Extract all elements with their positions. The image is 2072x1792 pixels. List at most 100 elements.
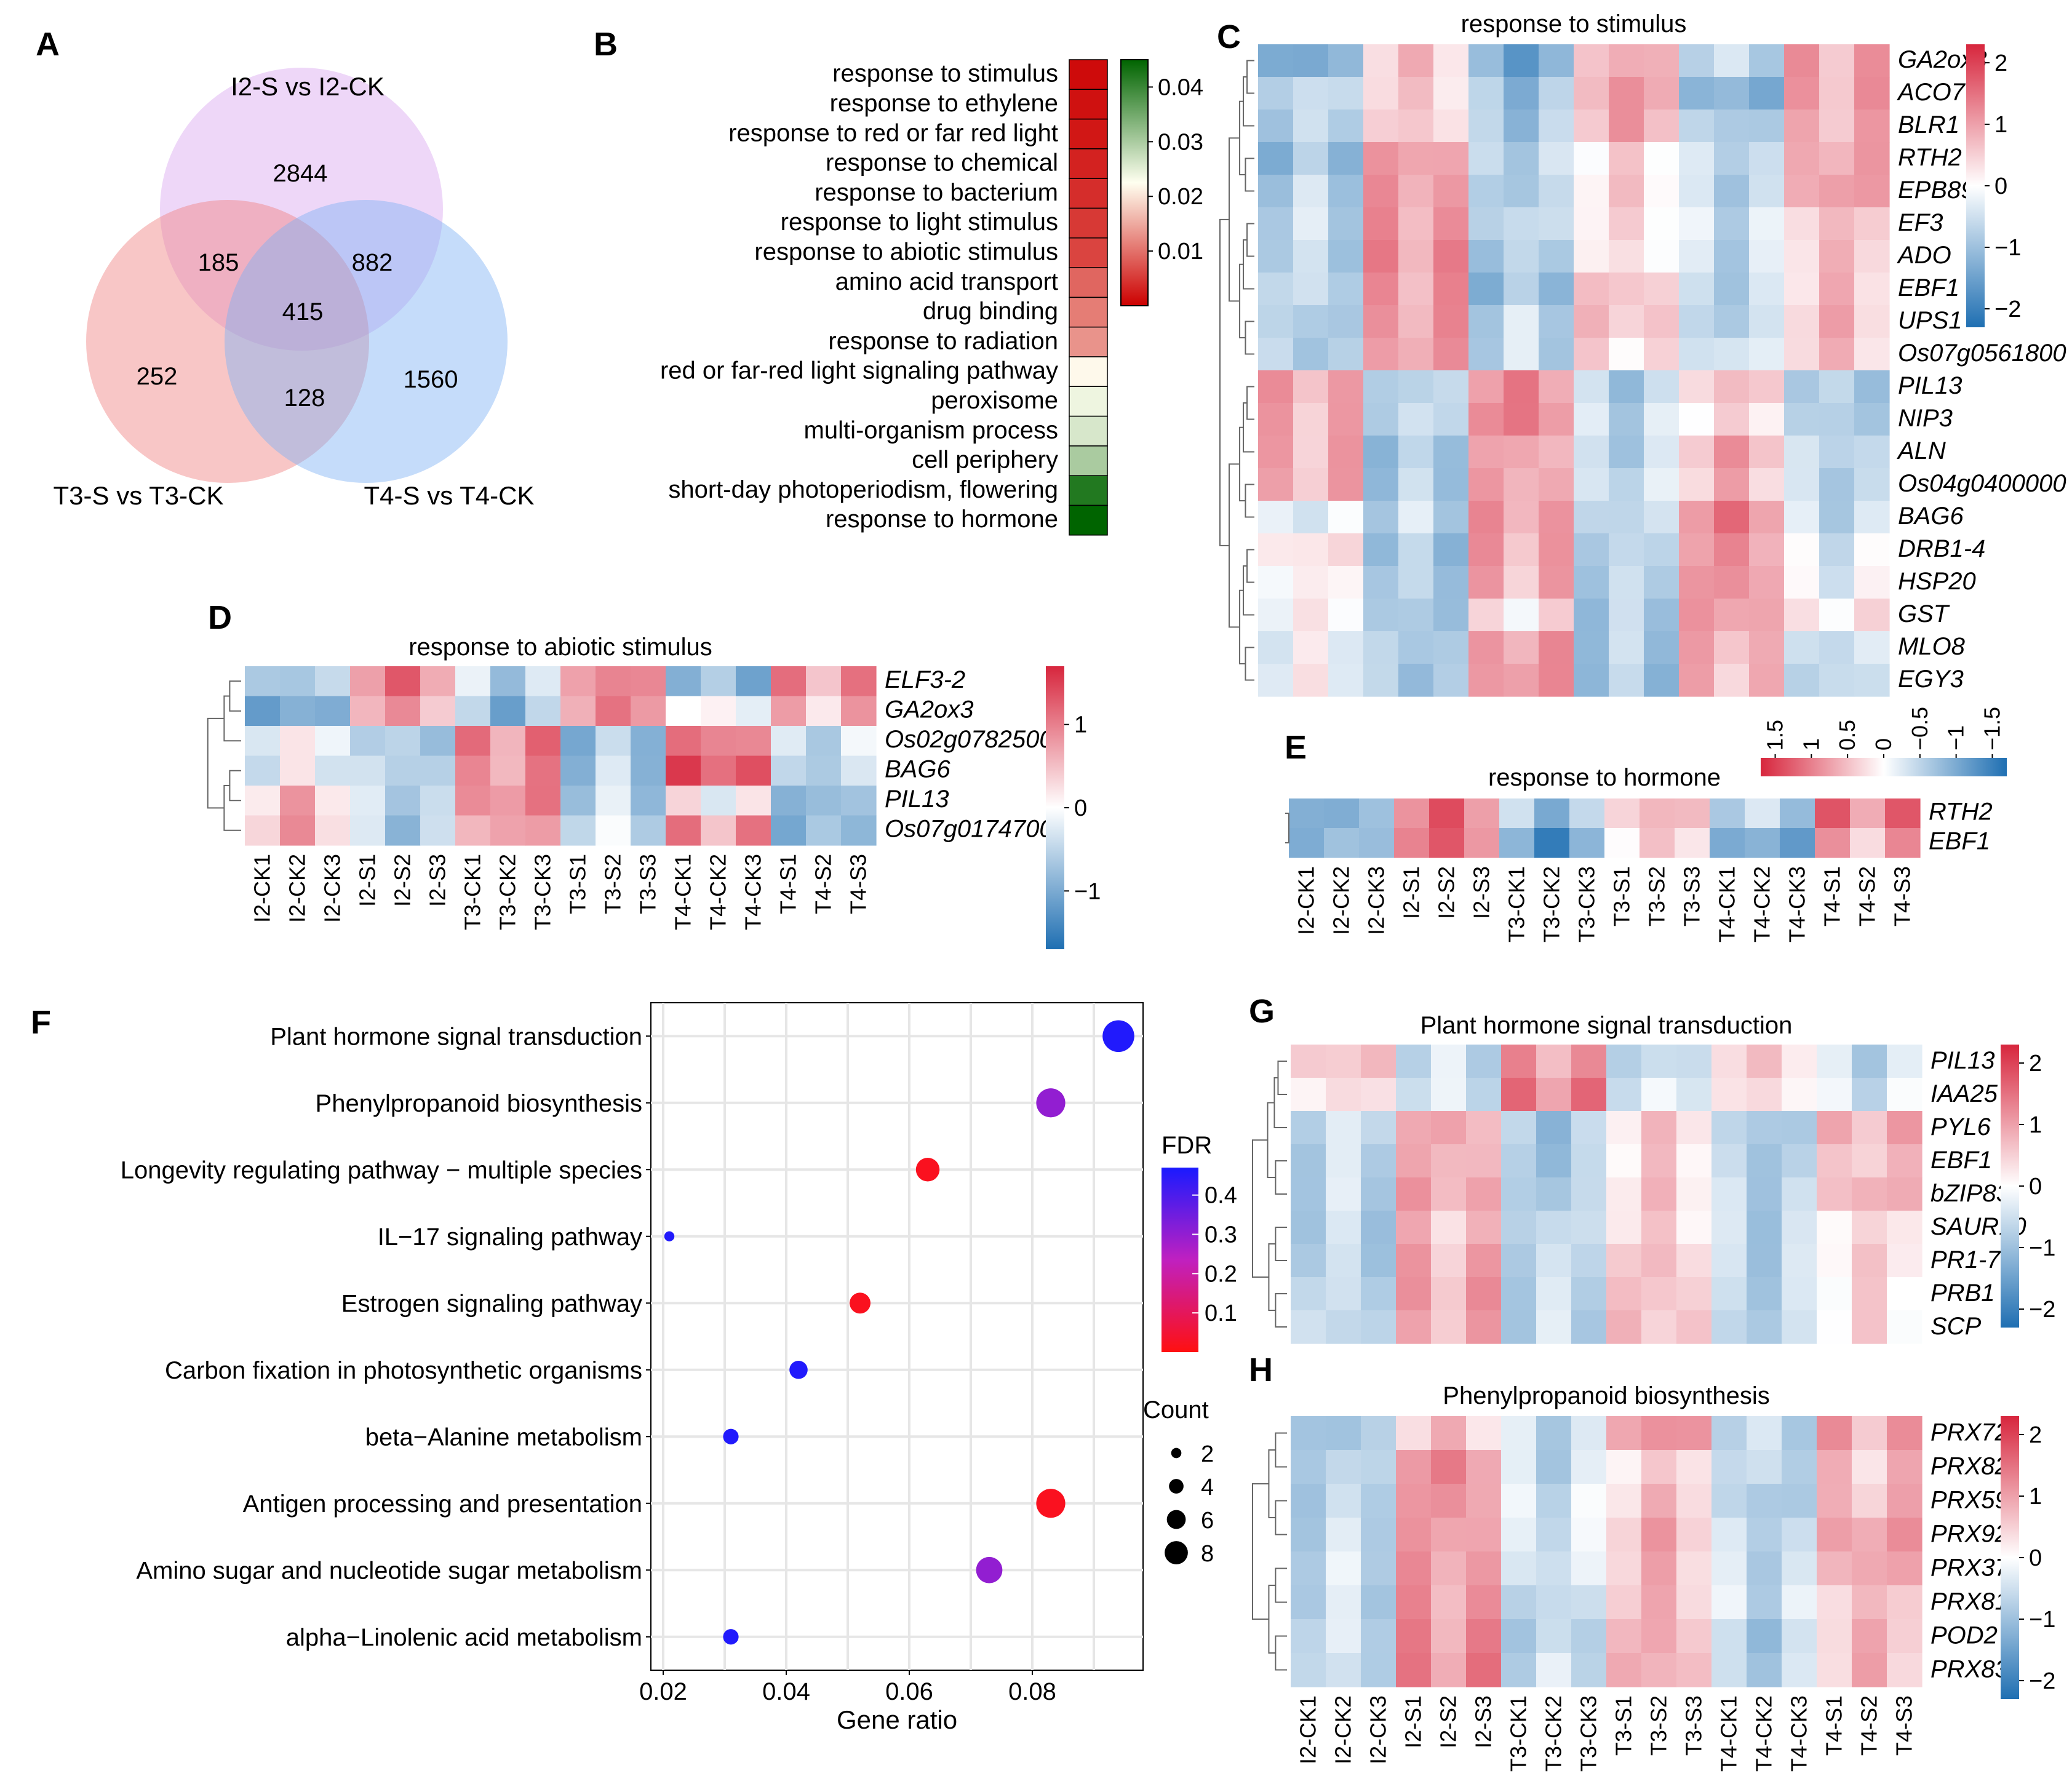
heatmap-cell [1328, 468, 1364, 501]
heatmap-cell [1504, 305, 1539, 338]
heatmap-row-label: PIL13 [1931, 1047, 1995, 1074]
heatmap-cell [1468, 664, 1504, 697]
heatmap-cell [1396, 1518, 1432, 1552]
heatmap-cell [1289, 798, 1325, 829]
heatmap-cell [1398, 175, 1434, 208]
heatmap-cell [1326, 1277, 1361, 1311]
heatmap-cell [1433, 110, 1469, 143]
heatmap-cell [1817, 1310, 1852, 1344]
heatmap-cell [736, 786, 771, 816]
heatmap-cell [1431, 1585, 1467, 1620]
heatmap-cell [1852, 1416, 1887, 1451]
dendrogram-branch [1243, 76, 1254, 127]
heatmap-cell [1468, 338, 1504, 371]
heatmap-cell [1854, 240, 1890, 273]
heatmap-cell [1784, 207, 1820, 241]
row-dendrogram [1252, 1432, 1287, 1671]
heatmap-cell [1396, 1277, 1432, 1311]
heatmap-cell [1293, 77, 1329, 110]
heatmap-column-label: T3-CK2 [495, 854, 520, 930]
panel-letter-f: F [31, 1004, 51, 1041]
heatmap-cell [1534, 798, 1570, 829]
heatmap-cell [1887, 1450, 1923, 1484]
pathway-label: Estrogen signaling pathway [341, 1290, 642, 1317]
heatmap-cell [1328, 305, 1364, 338]
heatmap-cell [1852, 1111, 1887, 1145]
heatmap-cell [1328, 273, 1364, 306]
heatmap-cell [1396, 1484, 1432, 1518]
heatmap-column-label: T3-S3 [1680, 866, 1705, 926]
heatmap-cell [245, 726, 281, 757]
heatmap-cell [1679, 207, 1715, 241]
heatmap-cell [1291, 1177, 1326, 1211]
heatmap-cell [1780, 828, 1815, 858]
heatmap-cell [525, 726, 561, 757]
heatmap-cell [1536, 1619, 1572, 1654]
heatmap-column-label: I2-CK2 [285, 854, 310, 923]
heatmap-row-label: Os04g0400000 [1898, 470, 2066, 497]
heatmap-cell [1676, 1619, 1712, 1654]
heatmap-cell [1679, 436, 1715, 469]
heatmap-cell [1501, 1653, 1537, 1687]
heatmap-cell [1675, 828, 1710, 858]
heatmap-cell [1396, 1211, 1432, 1244]
heatmap-cell [1854, 44, 1890, 78]
fdr-legend-title: FDR [1162, 1132, 1212, 1159]
heatmap-cell [1710, 798, 1745, 829]
heatmap-cell [1571, 1111, 1607, 1145]
heatmap-cell [1714, 403, 1750, 436]
heatmap-cell [1714, 44, 1750, 78]
panel-d-heatmap: response to abiotic stimulus ELF3-2 GA2ox3… [207, 634, 1101, 949]
heatmap-cell [1606, 1551, 1642, 1586]
heatmap-cell [1293, 468, 1329, 501]
heatmap-cell [1784, 533, 1820, 567]
heatmap-cell [1433, 305, 1469, 338]
count-legend-title: Count [1143, 1396, 1209, 1424]
heatmap-cell [1293, 305, 1329, 338]
heatmap-cell [1258, 664, 1294, 697]
heatmap-cell [1571, 1518, 1607, 1552]
go-term-label: response to bacterium [815, 179, 1058, 206]
heatmap-cell [1398, 305, 1434, 338]
go-term-label: peroxisome [931, 387, 1058, 414]
heatmap-cell [1468, 44, 1504, 78]
venn-count-i2-t3: 185 [198, 249, 239, 276]
count-legend-dot [1169, 1479, 1184, 1494]
heatmap-cell [1854, 370, 1890, 404]
pathway-dot [1102, 1020, 1134, 1053]
heatmap-cell [1398, 370, 1434, 404]
heatmap-cell [1714, 501, 1750, 534]
heatmap-cell [1326, 1144, 1361, 1178]
heatmap-cell [1606, 1111, 1642, 1145]
heatmap-cell [1850, 798, 1886, 829]
heatmap-cell [1747, 1619, 1782, 1654]
heatmap-cell [1571, 1277, 1607, 1311]
heatmap-cell [1782, 1585, 1817, 1620]
heatmap-column-label: T4-CK3 [741, 854, 766, 930]
dendrogram-branch [223, 695, 241, 742]
row-dendrogram [1252, 1061, 1287, 1328]
heatmap-cell [1291, 1585, 1326, 1620]
pathway-dot [850, 1292, 871, 1314]
heatmap-cell [1431, 1619, 1467, 1654]
heatmap-cell [1396, 1045, 1432, 1078]
heatmap-cell [1466, 1144, 1502, 1178]
heatmap-row-label: PYL6 [1931, 1113, 1991, 1141]
heatmap-cell [1714, 338, 1750, 371]
heatmap-cell [1504, 338, 1539, 371]
heatmap-cell [1574, 403, 1609, 436]
panel-g-heatmap: Plant hormone signal transduction PIL13 IA… [1252, 1012, 2055, 1344]
heatmap-cell [1504, 175, 1539, 208]
heatmap-cell [1398, 338, 1434, 371]
heatmap-column-label: I2-S2 [390, 854, 415, 907]
heatmap-cell [1539, 566, 1574, 599]
heatmap-cell [1606, 1177, 1642, 1211]
heatmap-cell [1819, 207, 1855, 241]
heatmap-row-label: EBF1 [1898, 274, 1959, 301]
heatmap-cell [315, 666, 351, 697]
heatmap-column-label: I2-CK1 [1294, 866, 1319, 935]
heatmap-cell [1431, 1111, 1467, 1145]
heatmap-cell [1749, 110, 1785, 143]
heatmap-cell [1854, 142, 1890, 175]
heatmap-cell [1817, 1416, 1852, 1451]
